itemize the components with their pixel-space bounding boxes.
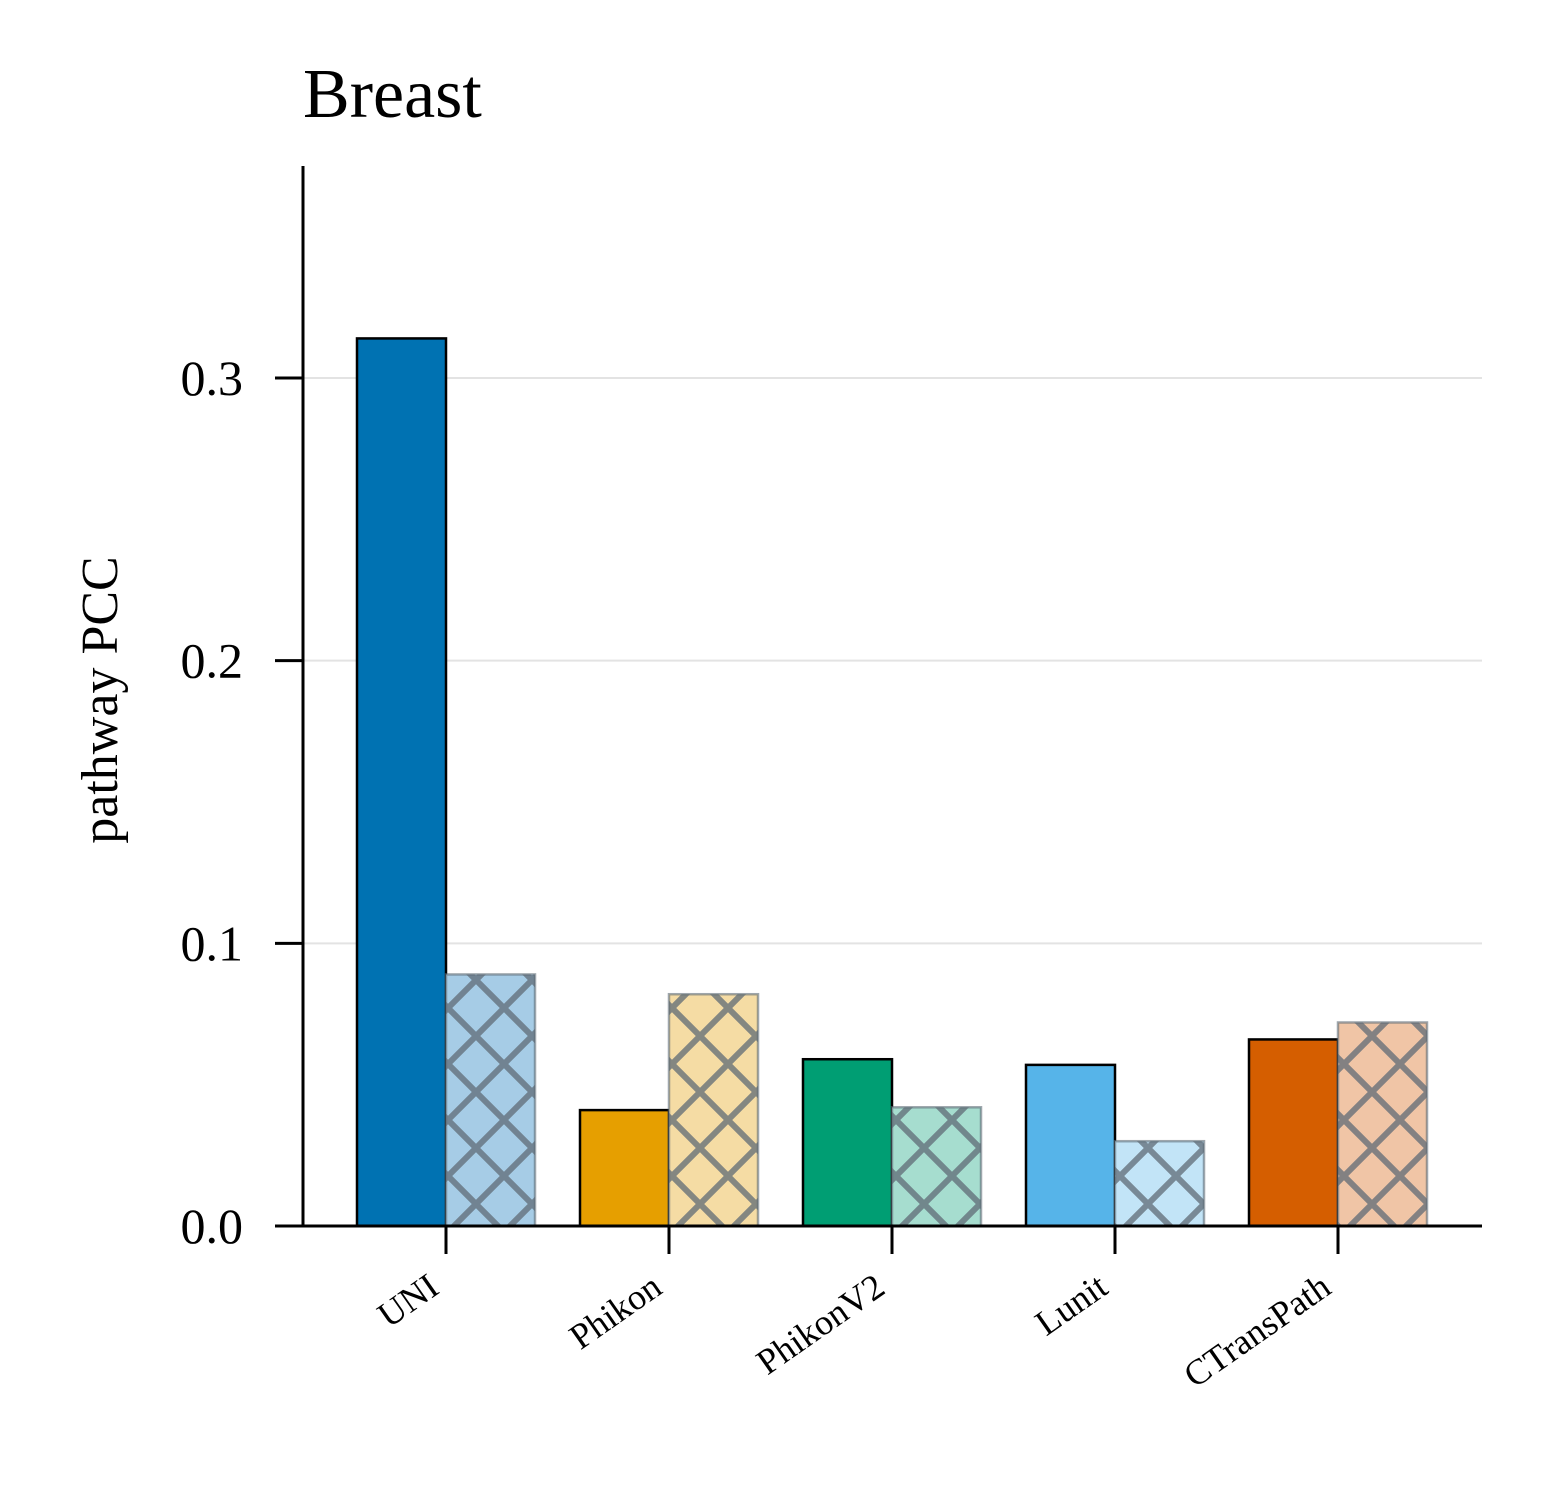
bar-ctranspath-hatched: [1336, 1021, 1429, 1228]
bar-hatch: [1336, 1021, 1429, 1228]
y-tick-label: 0.2: [181, 633, 244, 689]
bar-hatch: [667, 992, 760, 1228]
y-tick-label: 0.3: [181, 350, 244, 406]
bar-hatch: [890, 1106, 983, 1228]
bar-uni-solid: [355, 337, 448, 1228]
x-tick-label: PhikonV2: [749, 1266, 892, 1383]
bars: [355, 337, 1429, 1228]
grid-lines: [303, 377, 1482, 945]
bar-phikon-hatched: [667, 992, 760, 1228]
bar-lunit-hatched: [1113, 1139, 1206, 1228]
bar-uni-hatched: [444, 973, 537, 1228]
bar-phikonv2-hatched: [890, 1106, 983, 1228]
y-axis-label: pathway PCC: [72, 556, 129, 843]
x-tick-label: UNI: [370, 1266, 445, 1335]
x-tick-label: Phikon: [562, 1266, 669, 1357]
y-tick-label: 0.0: [181, 1198, 244, 1254]
bar-hatch: [1113, 1139, 1206, 1228]
x-tick-label: CTransPath: [1176, 1266, 1337, 1396]
bar-ctranspath-solid: [1247, 1038, 1340, 1228]
y-tick-label: 0.1: [181, 915, 244, 971]
bar-phikonv2-solid: [801, 1057, 894, 1228]
chart-title: Breast: [303, 56, 482, 133]
x-tick-label: Lunit: [1028, 1266, 1115, 1344]
bar-lunit-solid: [1024, 1063, 1117, 1228]
bar-phikon-solid: [578, 1108, 671, 1228]
bar-hatch: [444, 973, 537, 1228]
